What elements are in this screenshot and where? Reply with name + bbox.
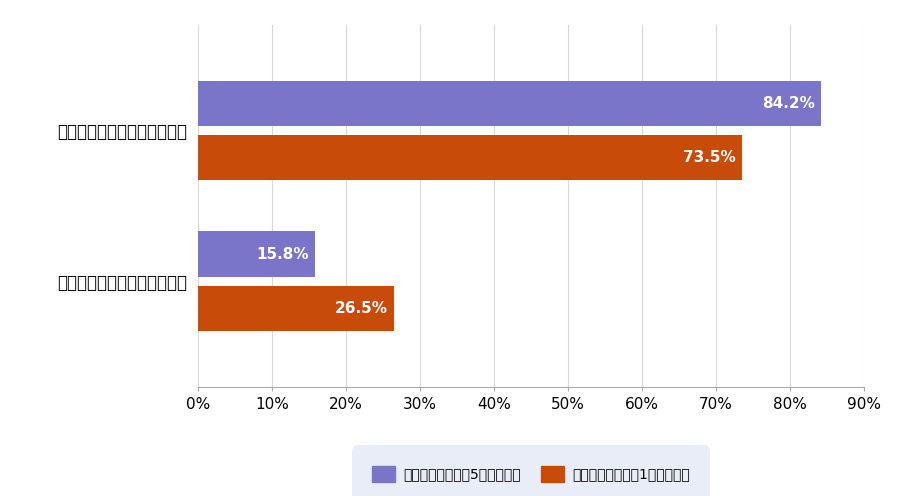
Text: 15.8%: 15.8% [256, 247, 309, 261]
Text: 84.2%: 84.2% [762, 96, 815, 111]
Bar [198, 135, 742, 180]
Legend: 投信積立を続けて5年以上の人, 投信積立を続けて1年未満の人: 投信積立を続けて5年以上の人, 投信積立を続けて1年未満の人 [358, 452, 704, 496]
Bar [198, 81, 821, 126]
Text: 73.5%: 73.5% [683, 150, 736, 165]
Text: 26.5%: 26.5% [335, 301, 388, 316]
Bar [198, 286, 394, 331]
Bar [198, 232, 315, 277]
